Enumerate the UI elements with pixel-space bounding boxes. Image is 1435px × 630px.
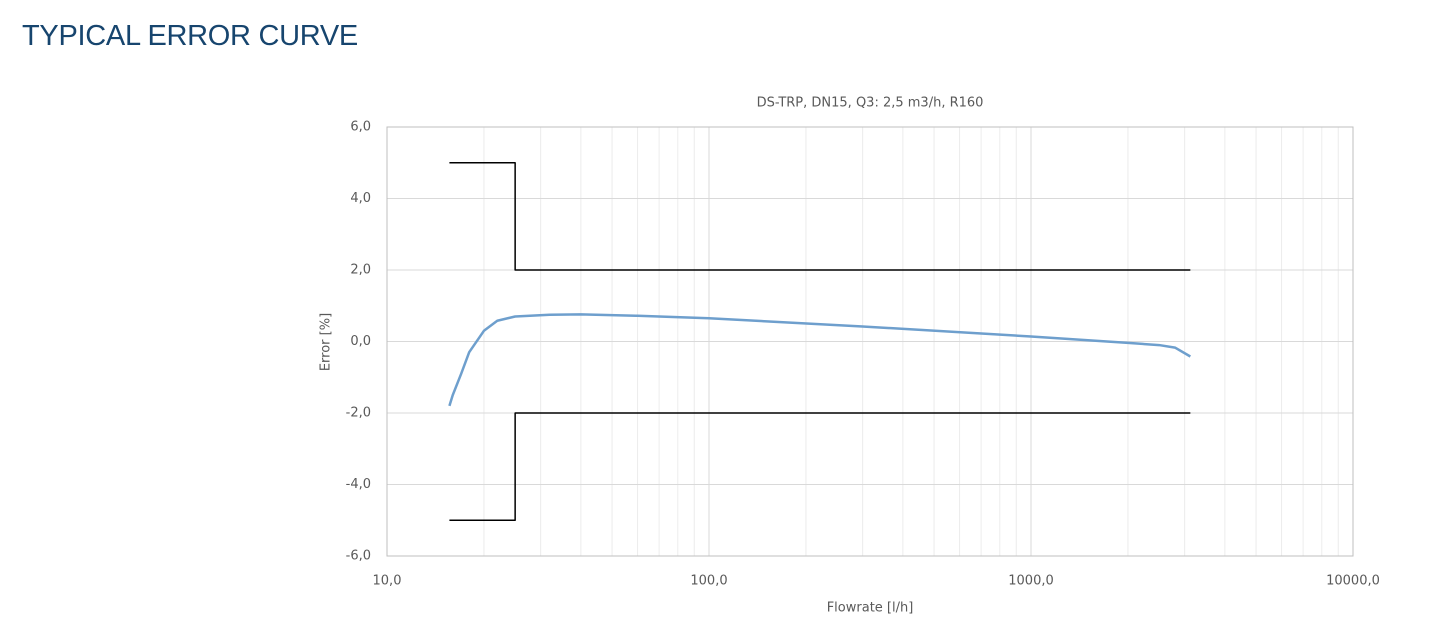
y-tick-label: -2,0	[346, 406, 371, 421]
y-tick-label: 6,0	[350, 120, 371, 135]
y-tick-label: 2,0	[350, 263, 371, 278]
y-tick-label: 4,0	[350, 191, 371, 206]
y-tick-label: 0,0	[350, 334, 371, 349]
x-tick-label: 100,0	[690, 574, 727, 589]
series-line	[448, 313, 1191, 407]
series-line	[449, 162, 1191, 271]
plot-border	[386, 126, 1354, 557]
x-axis-label: Flowrate [l/h]	[827, 601, 914, 616]
chart-title: DS-TRP, DN15, Q3: 2,5 m3/h, R160	[757, 96, 984, 111]
x-tick-label: 1000,0	[1008, 574, 1054, 589]
y-axis-label: Error [%]	[319, 313, 334, 371]
series-line	[449, 412, 1191, 521]
x-tick-label: 10000,0	[1326, 574, 1380, 589]
y-tick-label: -6,0	[346, 549, 371, 564]
y-tick-label: -4,0	[346, 477, 371, 492]
page-heading: TYPICAL ERROR CURVE	[22, 20, 358, 52]
x-tick-label: 10,0	[373, 574, 402, 589]
